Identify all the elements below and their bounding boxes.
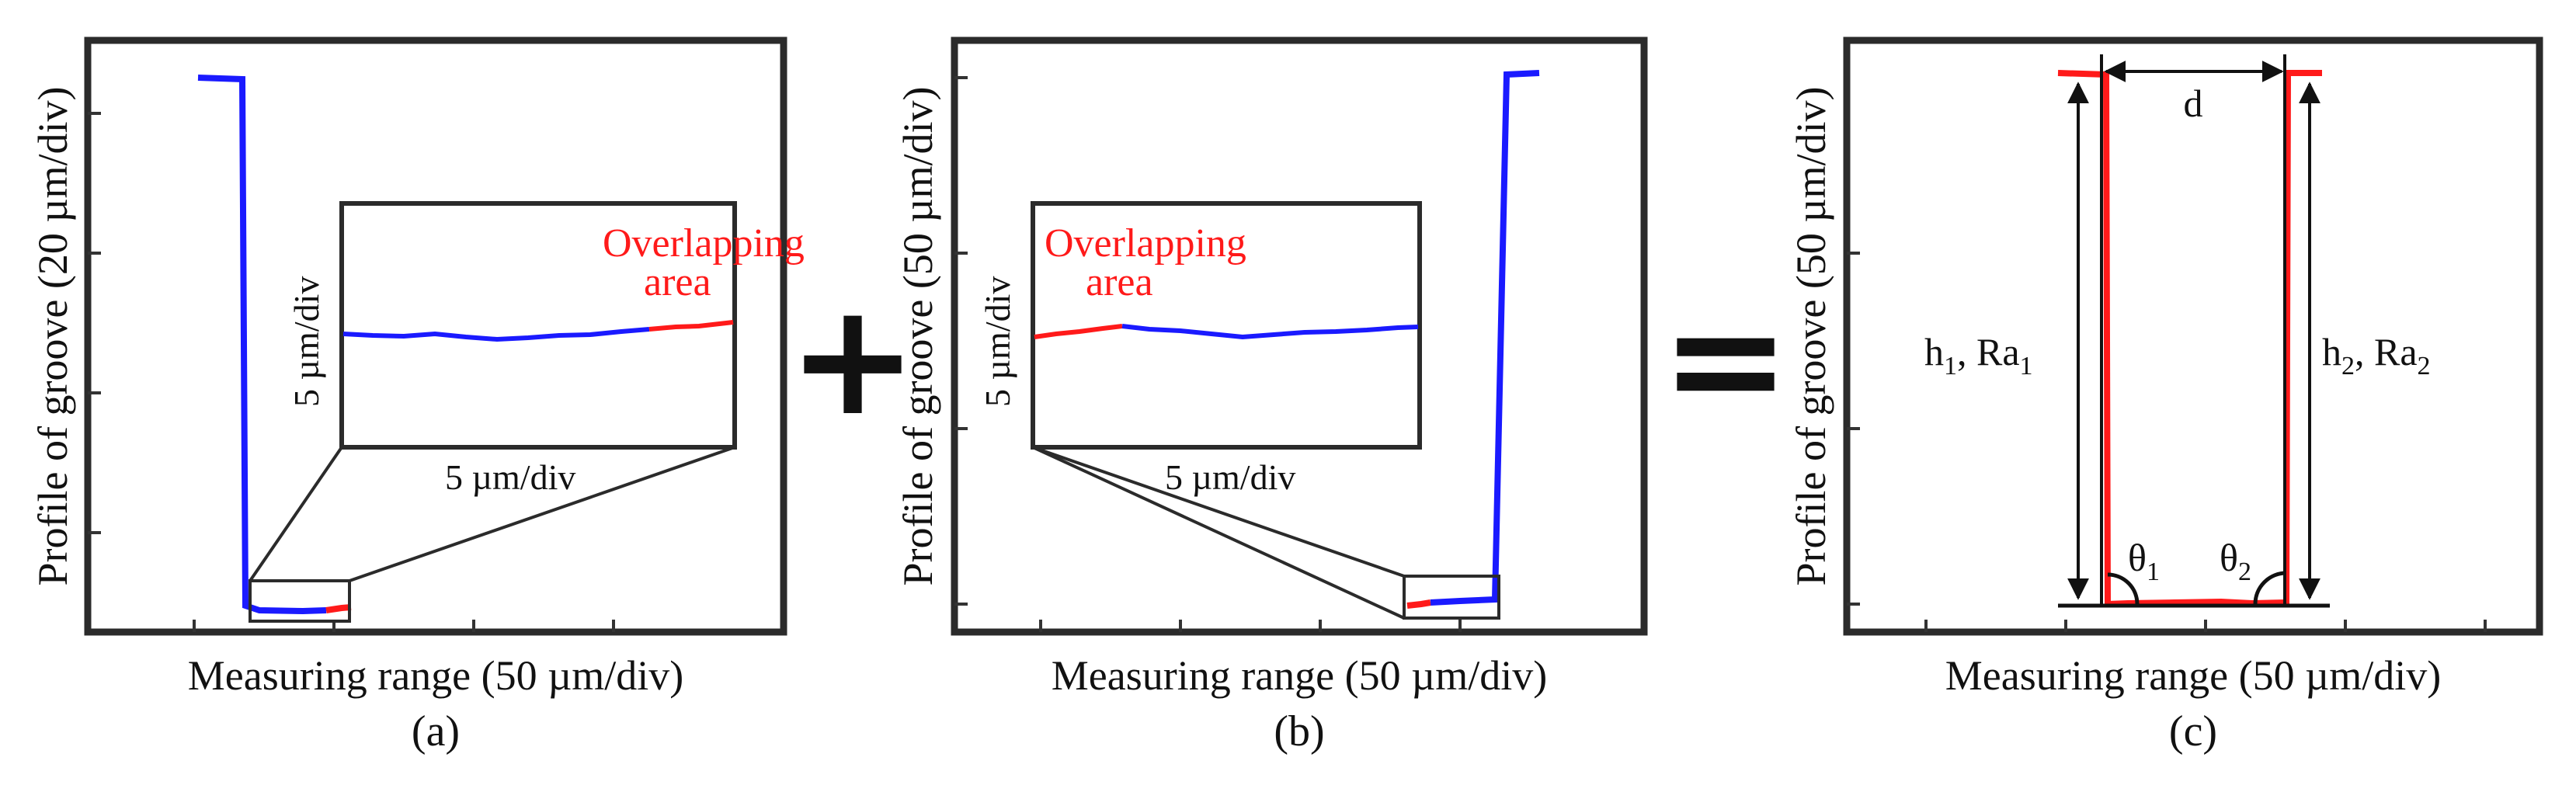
panel-c-angle-left-arc: [2107, 572, 2140, 605]
panel-b-inset-y-scale: 5 µm/div: [978, 276, 1017, 407]
panel-c: d h1, Ra1 h2, Ra2 θ1 θ2 Measuring range …: [1788, 36, 2543, 755]
panel-a-overlap-label-line1: Overlapping: [603, 221, 805, 266]
panel-b-inset: Overlapping area 5 µm/div 5 µm/div: [978, 201, 1422, 497]
panel-c-angle-right-label: θ2: [2220, 536, 2251, 586]
panel-b-zoom-box: [1403, 575, 1500, 620]
panel-a-overlap-label-line2: area: [644, 260, 711, 304]
panel-a-ticks: [88, 112, 615, 632]
panel-c-x-axis-label: Measuring range (50 µm/div): [1945, 652, 2441, 699]
panel-c-angle-right-arc: [2253, 571, 2287, 605]
panel-a-y-axis-label: Profile of groove (20 µm/div): [30, 87, 76, 586]
panel-c-caption: (c): [2169, 707, 2217, 755]
plus-operator: +: [787, 269, 918, 450]
panel-b-profile-curve: [1430, 70, 1540, 606]
panel-a-inset-y-scale: 5 µm/div: [287, 276, 326, 407]
panel-b-x-axis-label: Measuring range (50 µm/div): [1052, 652, 1547, 699]
panel-a-inset-blue-curve: [342, 327, 650, 342]
panel-a-frame: [84, 36, 787, 636]
panel-c-frame: [1843, 36, 2543, 636]
panel-b-inset-blue-curve: [1121, 324, 1419, 340]
panel-b-inset-frame: [1031, 201, 1422, 450]
panel-a-caption: (a): [412, 707, 460, 755]
panel-a-inset-x-scale: 5 µm/div: [445, 457, 575, 497]
panel-a-inset: Overlapping area 5 µm/div 5 µm/div: [287, 201, 805, 497]
panel-b-y-axis-label: Profile of groove (50 µm/div): [895, 87, 941, 586]
panel-c-angle-left-label: θ1: [2128, 536, 2160, 586]
panel-a-x-axis-label: Measuring range (50 µm/div): [188, 652, 683, 699]
panel-a-overlap-curve: [325, 604, 352, 613]
panel-a: Overlapping area 5 µm/div 5 µm/div Measu…: [30, 36, 805, 755]
panel-c-ticks: [1847, 252, 2487, 632]
panel-b-overlap-label-line2: area: [1086, 260, 1153, 304]
panel-c-y-axis-label: Profile of groove (50 µm/div): [1788, 87, 1834, 586]
panel-a-zoom-box: [249, 579, 351, 623]
panel-c-profile-curve: [2057, 70, 2322, 608]
panel-b-inset-red-curve: [1034, 324, 1123, 339]
panel-c-width-label: d: [2184, 82, 2203, 125]
panel-a-profile-curve: [197, 75, 327, 615]
panel-b-overlap-curve: [1406, 599, 1431, 609]
panel-c-right-height-label: h2, Ra2: [2322, 330, 2431, 380]
panel-b: Overlapping area 5 µm/div 5 µm/div Measu…: [895, 36, 1648, 755]
panel-b-caption: (b): [1274, 707, 1324, 755]
equals-operator: =: [1660, 269, 1791, 450]
panel-b-overlap-label-line1: Overlapping: [1045, 221, 1246, 266]
panel-b-inset-x-scale: 5 µm/div: [1165, 457, 1295, 497]
panel-a-inset-red-curve: [648, 320, 734, 332]
panel-b-ticks: [954, 76, 1462, 632]
panel-b-frame: [951, 36, 1648, 636]
panel-c-left-height-label: h1, Ra1: [1924, 330, 2033, 380]
